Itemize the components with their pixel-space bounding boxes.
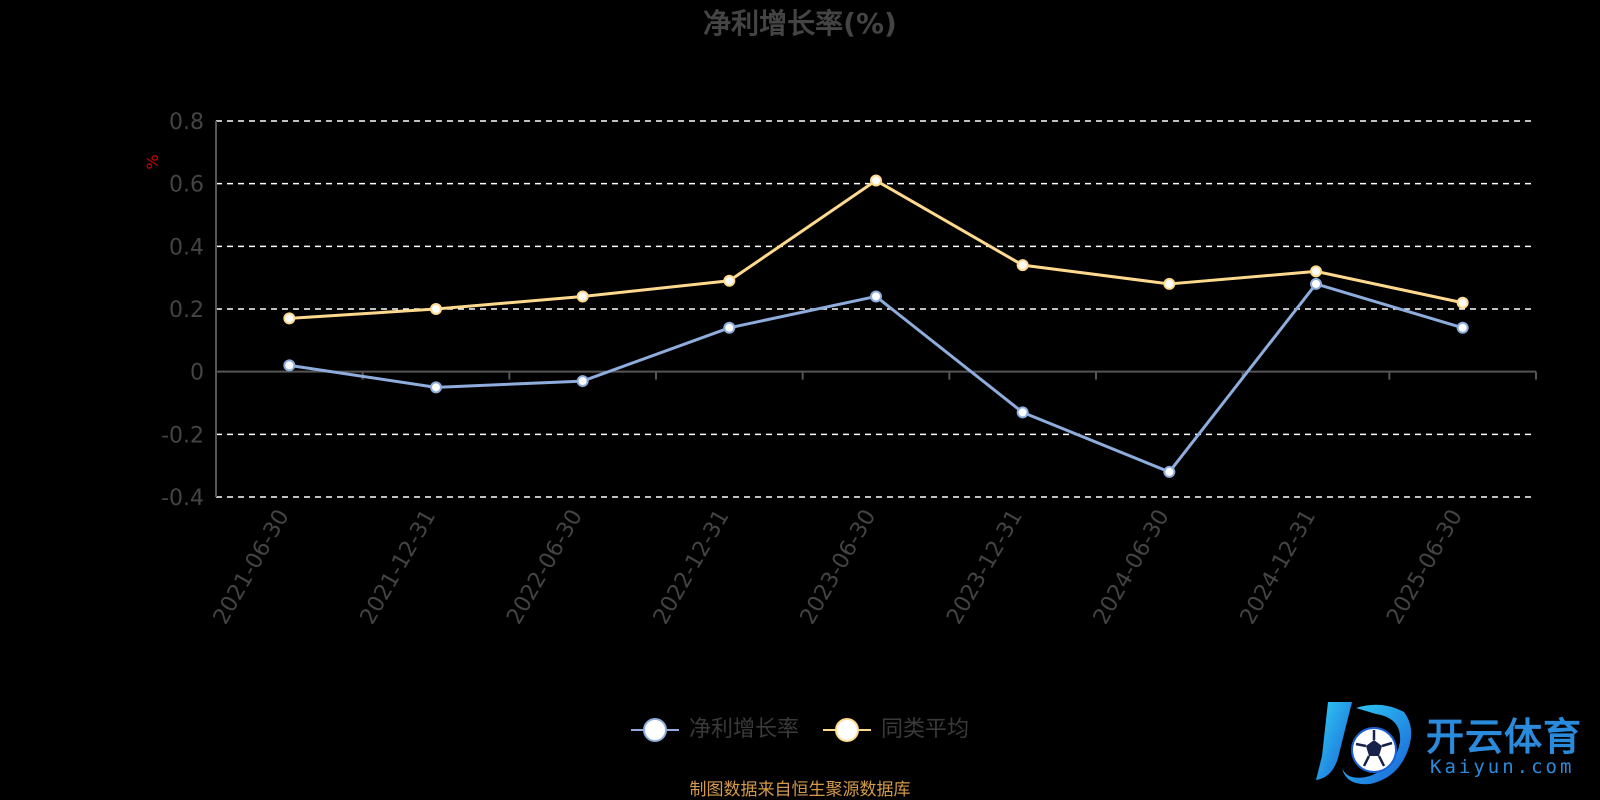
legend-item-net-profit-growth[interactable]: 净利增长率 xyxy=(630,717,799,742)
logo-text-cn: 开云体育 xyxy=(1426,715,1583,759)
x-tick-label: 2023-06-30 xyxy=(796,506,882,629)
legend-item-peer-average[interactable]: 同类平均 xyxy=(823,718,969,742)
y-tick-label: 0.4 xyxy=(169,235,204,260)
y-tick-label: -0.4 xyxy=(161,486,204,511)
x-tick-label: 2021-12-31 xyxy=(356,506,442,629)
y-tick-label: 0.2 xyxy=(169,298,204,323)
x-tick-label: 2022-12-31 xyxy=(649,506,735,629)
data-point-net-profit-growth[interactable] xyxy=(576,375,589,388)
y-tick-label: -0.2 xyxy=(161,423,204,448)
legend-symbol-peer-average-icon xyxy=(823,718,871,742)
x-tick-label: 2022-06-30 xyxy=(502,506,588,629)
data-point-peer-average[interactable] xyxy=(1456,296,1469,309)
logo-text-en: Kaiyun.com xyxy=(1430,756,1575,778)
data-point-peer-average[interactable] xyxy=(870,174,882,187)
x-tick-label: 2024-06-30 xyxy=(1089,506,1175,629)
x-tick-label: 2023-12-31 xyxy=(942,506,1028,629)
kaiyun-logo-icon xyxy=(1316,702,1412,785)
data-source-note: 制图数据来自恒生聚源数据库 xyxy=(689,780,911,800)
x-tick-label: 2024-12-31 xyxy=(1236,506,1322,629)
data-point-net-profit-growth[interactable] xyxy=(723,321,736,334)
data-point-peer-average[interactable] xyxy=(1016,259,1029,272)
data-point-net-profit-growth[interactable] xyxy=(283,359,296,372)
y-axis-unit-label: % xyxy=(143,154,162,169)
kaiyun-logo[interactable]: 开云体育 Kaiyun.com xyxy=(1312,698,1592,788)
data-point-net-profit-growth[interactable] xyxy=(1456,321,1469,334)
data-point-peer-average[interactable] xyxy=(283,312,296,325)
data-point-peer-average[interactable] xyxy=(1310,265,1322,278)
data-point-net-profit-growth[interactable] xyxy=(870,290,882,303)
data-point-peer-average[interactable] xyxy=(576,290,589,303)
data-point-net-profit-growth[interactable] xyxy=(1310,277,1322,290)
data-point-net-profit-growth[interactable] xyxy=(1163,465,1176,478)
y-tick-label: 0.6 xyxy=(169,173,204,198)
chart-legend: 净利增长率 同类平均 xyxy=(0,718,1600,742)
chart-title: 净利增长率(%) xyxy=(703,7,897,40)
data-point-net-profit-growth[interactable] xyxy=(430,381,442,394)
x-tick-label: 2021-06-30 xyxy=(209,506,295,629)
legend-label-peer-average: 同类平均 xyxy=(881,717,970,742)
data-point-peer-average[interactable] xyxy=(430,303,442,315)
x-tick-label: 2025-06-30 xyxy=(1382,506,1468,629)
data-point-peer-average[interactable] xyxy=(723,274,736,287)
legend-symbol-net-profit-growth-icon xyxy=(630,718,679,742)
series-line-net-profit-growth xyxy=(289,282,1464,474)
y-tick-label: 0 xyxy=(190,361,204,386)
data-point-peer-average[interactable] xyxy=(1163,277,1176,290)
legend-label-net-profit-growth: 净利增长率 xyxy=(688,717,799,742)
y-tick-label: 0.8 xyxy=(169,110,204,135)
data-point-net-profit-growth[interactable] xyxy=(1016,406,1029,419)
